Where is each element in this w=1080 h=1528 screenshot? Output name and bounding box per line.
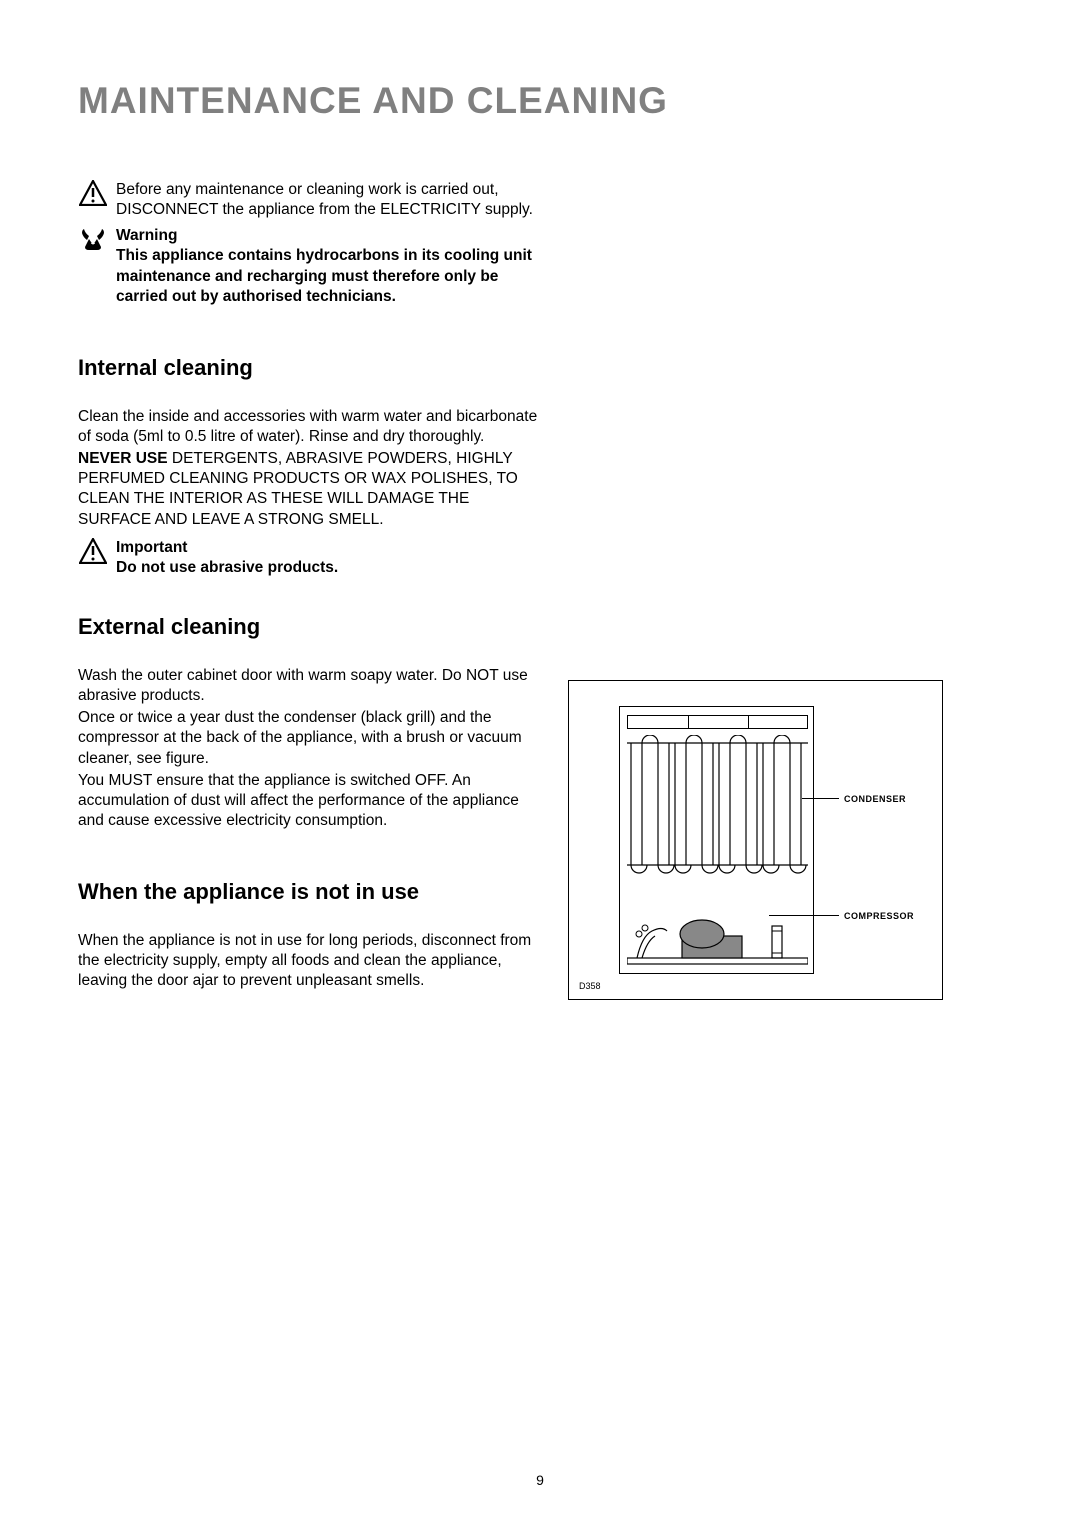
diagram-appliance-body [619, 706, 814, 974]
disconnect-warning-block: Before any maintenance or cleaning work … [78, 180, 538, 220]
page-title: MAINTENANCE AND CLEANING [78, 80, 1002, 122]
diagram-top-bar [627, 715, 808, 729]
hydrocarbon-warning-text: Warning This appliance contains hydrocar… [116, 226, 538, 307]
internal-cleaning-heading: Internal cleaning [78, 355, 538, 381]
important-body: Do not use abrasive products. [116, 559, 338, 576]
internal-cleaning-p2: NEVER USE DETERGENTS, ABRASIVE POWDERS, … [78, 449, 538, 530]
page-number: 9 [536, 1472, 544, 1488]
external-cleaning-p3: You MUST ensure that the appliance is sw… [78, 771, 538, 831]
left-column: Before any maintenance or cleaning work … [78, 180, 538, 1000]
important-text: Important Do not use abrasive products. [116, 538, 338, 578]
not-in-use-p1: When the appliance is not in use for lon… [78, 931, 538, 991]
external-cleaning-heading: External cleaning [78, 614, 538, 640]
important-block: Important Do not use abrasive products. [78, 538, 538, 578]
external-cleaning-p2: Once or twice a year dust the condenser … [78, 708, 538, 768]
hydrocarbon-warning-heading: Warning [116, 227, 177, 244]
condenser-label-line [802, 798, 839, 799]
compressor-label-line [769, 915, 839, 916]
hydrocarbon-warning-block: Warning This appliance contains hydrocar… [78, 226, 538, 307]
disconnect-warning-text: Before any maintenance or cleaning work … [116, 180, 538, 220]
compressor-icon [627, 916, 808, 966]
condenser-label: CONDENSER [844, 794, 906, 804]
compressor-label: COMPRESSOR [844, 911, 914, 921]
external-cleaning-p1: Wash the outer cabinet door with warm so… [78, 666, 538, 706]
hydrocarbon-warning-body: This appliance contains hydrocarbons in … [116, 247, 532, 304]
never-use-lead: NEVER USE [78, 450, 168, 467]
content-wrapper: Before any maintenance or cleaning work … [78, 180, 1002, 1000]
appliance-back-diagram: CONDENSER COMPRESSOR D358 [568, 680, 943, 1000]
not-in-use-heading: When the appliance is not in use [78, 879, 538, 905]
condenser-grid-icon [627, 735, 808, 913]
warning-triangle-icon [78, 538, 108, 564]
important-heading: Important [116, 539, 187, 556]
warning-triangle-icon [78, 180, 108, 206]
diagram-reference: D358 [579, 981, 601, 991]
service-icon [78, 226, 108, 252]
internal-cleaning-p1: Clean the inside and accessories with wa… [78, 407, 538, 447]
right-column: CONDENSER COMPRESSOR D358 [568, 180, 1002, 1000]
